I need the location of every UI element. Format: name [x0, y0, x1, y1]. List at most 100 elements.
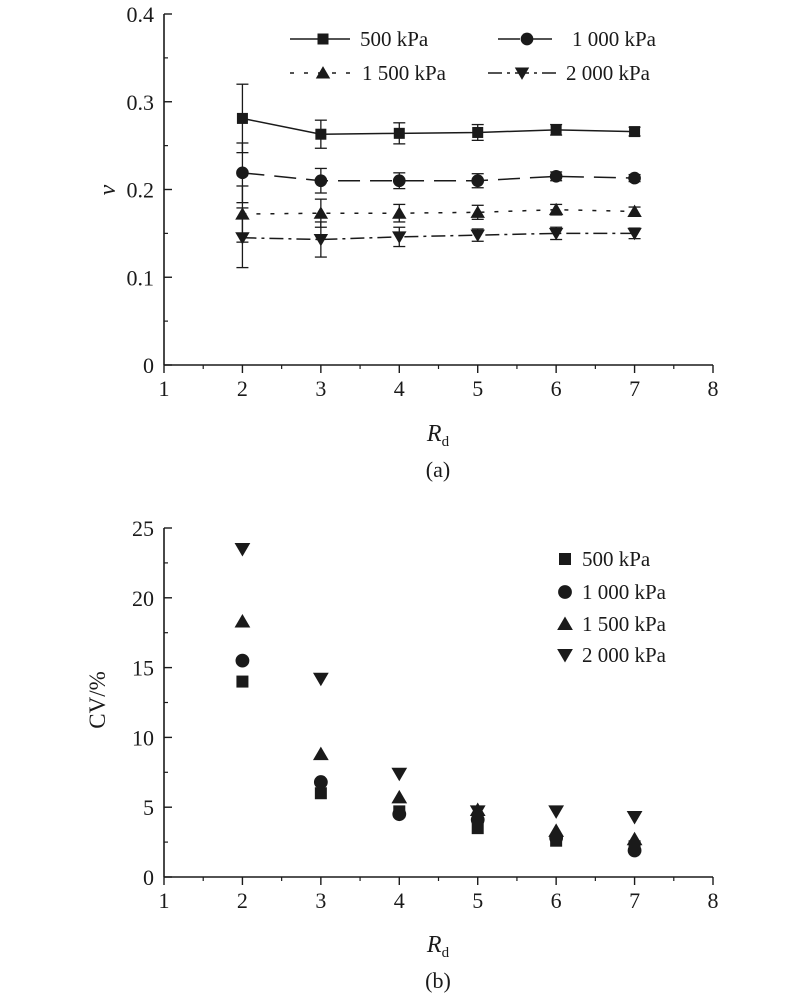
x-tick-label: 2 [237, 888, 248, 913]
series-1-000-kPa [236, 142, 641, 204]
panel-b-scatter-chart: 1 2 3 4 5 6 7 8 0 5 10 15 20 25 Rd CV/% (b) 500 kPa 1 000 … [85, 516, 719, 993]
data-point [549, 170, 563, 183]
x-tick-label: 3 [315, 888, 326, 913]
data-point [392, 206, 407, 219]
series-1-500-kPa [235, 185, 642, 243]
data-point [312, 672, 329, 687]
legend-label: 1 500 kPa [582, 612, 667, 636]
x-tick-label: 4 [394, 376, 405, 401]
x-tick-label: 4 [394, 888, 405, 913]
data-point [313, 775, 328, 789]
series-line [242, 232, 635, 241]
data-point [550, 124, 562, 136]
y-tick-label: 20 [132, 586, 154, 611]
series-500-kPa [236, 83, 641, 154]
data-point [627, 204, 642, 217]
legend-marker [559, 553, 571, 565]
series-line [242, 172, 635, 182]
panel-a-line-chart: 1 2 3 4 5 6 7 8 0 0.1 0.2 0.3 0.4 Rd ν (a) 500 kPa 1 000 … [95, 2, 719, 482]
legend-marker [558, 585, 572, 599]
data-point [626, 831, 643, 846]
data-point [313, 234, 329, 247]
data-point [470, 205, 485, 218]
data-point [392, 231, 407, 244]
legend-label: 500 kPa [582, 547, 651, 571]
panel-caption: (a) [426, 457, 450, 482]
data-point [548, 805, 565, 819]
y-axis-title: ν [95, 184, 121, 195]
data-point [548, 202, 564, 216]
legend: 500 kPa 1 000 kPa 1 500 kPa 2 000 kPa [290, 27, 657, 85]
data-point [236, 112, 248, 124]
data-point [548, 227, 564, 241]
x-tick-label: 6 [551, 888, 562, 913]
legend-marker [317, 33, 329, 45]
series-1-000-kPa [235, 653, 642, 858]
data-point [236, 675, 249, 688]
data-point [472, 126, 484, 138]
data-point [392, 807, 407, 822]
x-tick-label: 3 [315, 376, 326, 401]
x-axis-title-subscript: d [442, 945, 450, 961]
data-point [548, 823, 565, 837]
data-point [469, 805, 486, 819]
legend: 500 kPa 1 000 kPa 1 500 kPa 2 000 kPa [557, 547, 667, 667]
legend-label: 1 000 kPa [572, 27, 657, 51]
data-point [629, 126, 641, 138]
data-point [392, 174, 406, 188]
y-tick-label: 25 [132, 516, 154, 541]
data-point [312, 746, 329, 761]
y-tick-label: 0.1 [127, 265, 155, 290]
x-tick-label: 2 [237, 376, 248, 401]
data-point [627, 843, 642, 858]
data-point [391, 789, 408, 804]
data-point [626, 810, 643, 825]
x-tick-label: 8 [708, 888, 719, 913]
y-tick-label: 5 [143, 795, 154, 820]
x-tick-label: 8 [708, 376, 719, 401]
y-tick-label: 15 [132, 656, 154, 681]
x-axis-title: Rd [426, 932, 450, 961]
x-tick-label: 1 [159, 888, 170, 913]
series-line [242, 208, 635, 215]
y-tick-label: 0.2 [127, 178, 155, 203]
y-tick-label: 0.4 [127, 2, 155, 27]
series-2-000-kPa [234, 542, 643, 825]
series-2-000-kPa [235, 207, 642, 269]
legend-label: 1 000 kPa [582, 580, 667, 604]
data-point [236, 166, 249, 180]
legend-label: 2 000 kPa [566, 61, 651, 85]
data-point [314, 787, 327, 800]
x-tick-label: 5 [472, 888, 483, 913]
y-tick-label: 0.3 [127, 90, 155, 115]
panel-caption: (b) [425, 968, 451, 993]
data-point [313, 206, 329, 219]
data-point [627, 227, 642, 241]
x-tick-label: 7 [629, 376, 640, 401]
legend-marker [514, 67, 530, 80]
series-500-kPa [236, 675, 641, 853]
series-line [242, 117, 635, 135]
x-axis-title-subscript: d [442, 434, 450, 450]
data-point [628, 171, 641, 185]
x-tick-label: 7 [629, 888, 640, 913]
y-tick-label: 10 [132, 725, 154, 750]
data-point [315, 128, 327, 140]
data-point [391, 767, 408, 782]
legend-marker [520, 32, 534, 46]
data-point [234, 614, 251, 628]
legend-marker [557, 616, 573, 630]
x-tick-label: 5 [472, 376, 483, 401]
legend-label: 500 kPa [360, 27, 429, 51]
series-1-500-kPa [234, 614, 643, 846]
legend-label: 1 500 kPa [362, 61, 447, 85]
data-point [235, 232, 250, 245]
data-point [471, 174, 485, 188]
x-axis-title: Rd [426, 421, 450, 450]
y-tick-label: 0 [143, 865, 154, 890]
data-point [393, 127, 405, 139]
legend-marker [315, 66, 331, 79]
x-axis-title-main: R [426, 421, 442, 447]
x-axis-title-main: R [426, 932, 442, 958]
